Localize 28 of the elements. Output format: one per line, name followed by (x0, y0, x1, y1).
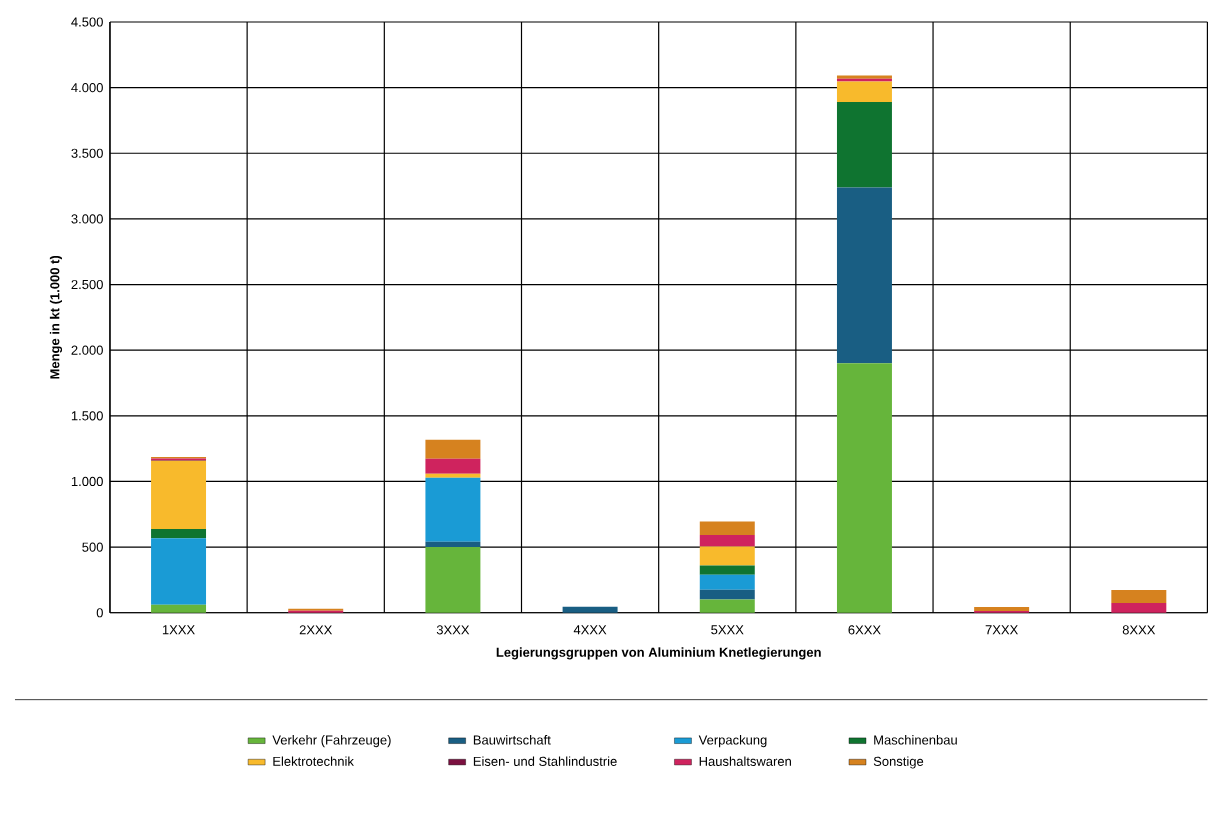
x-tick-label: 1XXX (162, 625, 195, 635)
y-tick-label: 3.000 (71, 214, 103, 224)
legend-label: Maschinenbau (874, 735, 957, 745)
y-tick-label: 1.500 (71, 411, 103, 421)
y-tick-label: 2.000 (71, 345, 103, 355)
x-tick-label: 8XXX (1122, 625, 1156, 635)
x-tick-label: 5XXX (711, 625, 744, 635)
x-axis-title: Legierungsgruppen von Aluminium Knetlegierungen (496, 647, 821, 660)
x-tick-label: 3XXX (436, 625, 470, 635)
y-tick-label: 0 (96, 608, 103, 618)
legend-label: Haushaltswaren (699, 756, 791, 767)
x-tick-label: 2XXX (299, 625, 333, 635)
legend-label: Elektrotechnik (273, 756, 354, 767)
legend-label: Eisen- und Stahlindustrie (473, 756, 617, 767)
y-tick-label: 2.500 (71, 280, 103, 290)
legend-label: Bauwirtschaft (473, 735, 551, 745)
y-tick-label: 500 (82, 542, 103, 552)
y-tick-label: 1.000 (71, 477, 103, 487)
x-tick-label: 4XXX (573, 625, 607, 635)
x-tick-label: 7XXX (985, 625, 1018, 635)
y-axis-title: Menge in kt (1.000 t) (49, 256, 63, 379)
x-tick-label: 6XXX (848, 625, 881, 635)
legend-label: Verpackung (698, 735, 767, 748)
y-tick-label: 3.500 (71, 148, 103, 159)
y-tick-label: 4.000 (71, 83, 103, 93)
y-tick-label: 4.500 (71, 17, 103, 27)
legend-label: Verkehr (Fahrzeuge) (272, 735, 391, 748)
legend-label: Sonstige (873, 756, 924, 769)
